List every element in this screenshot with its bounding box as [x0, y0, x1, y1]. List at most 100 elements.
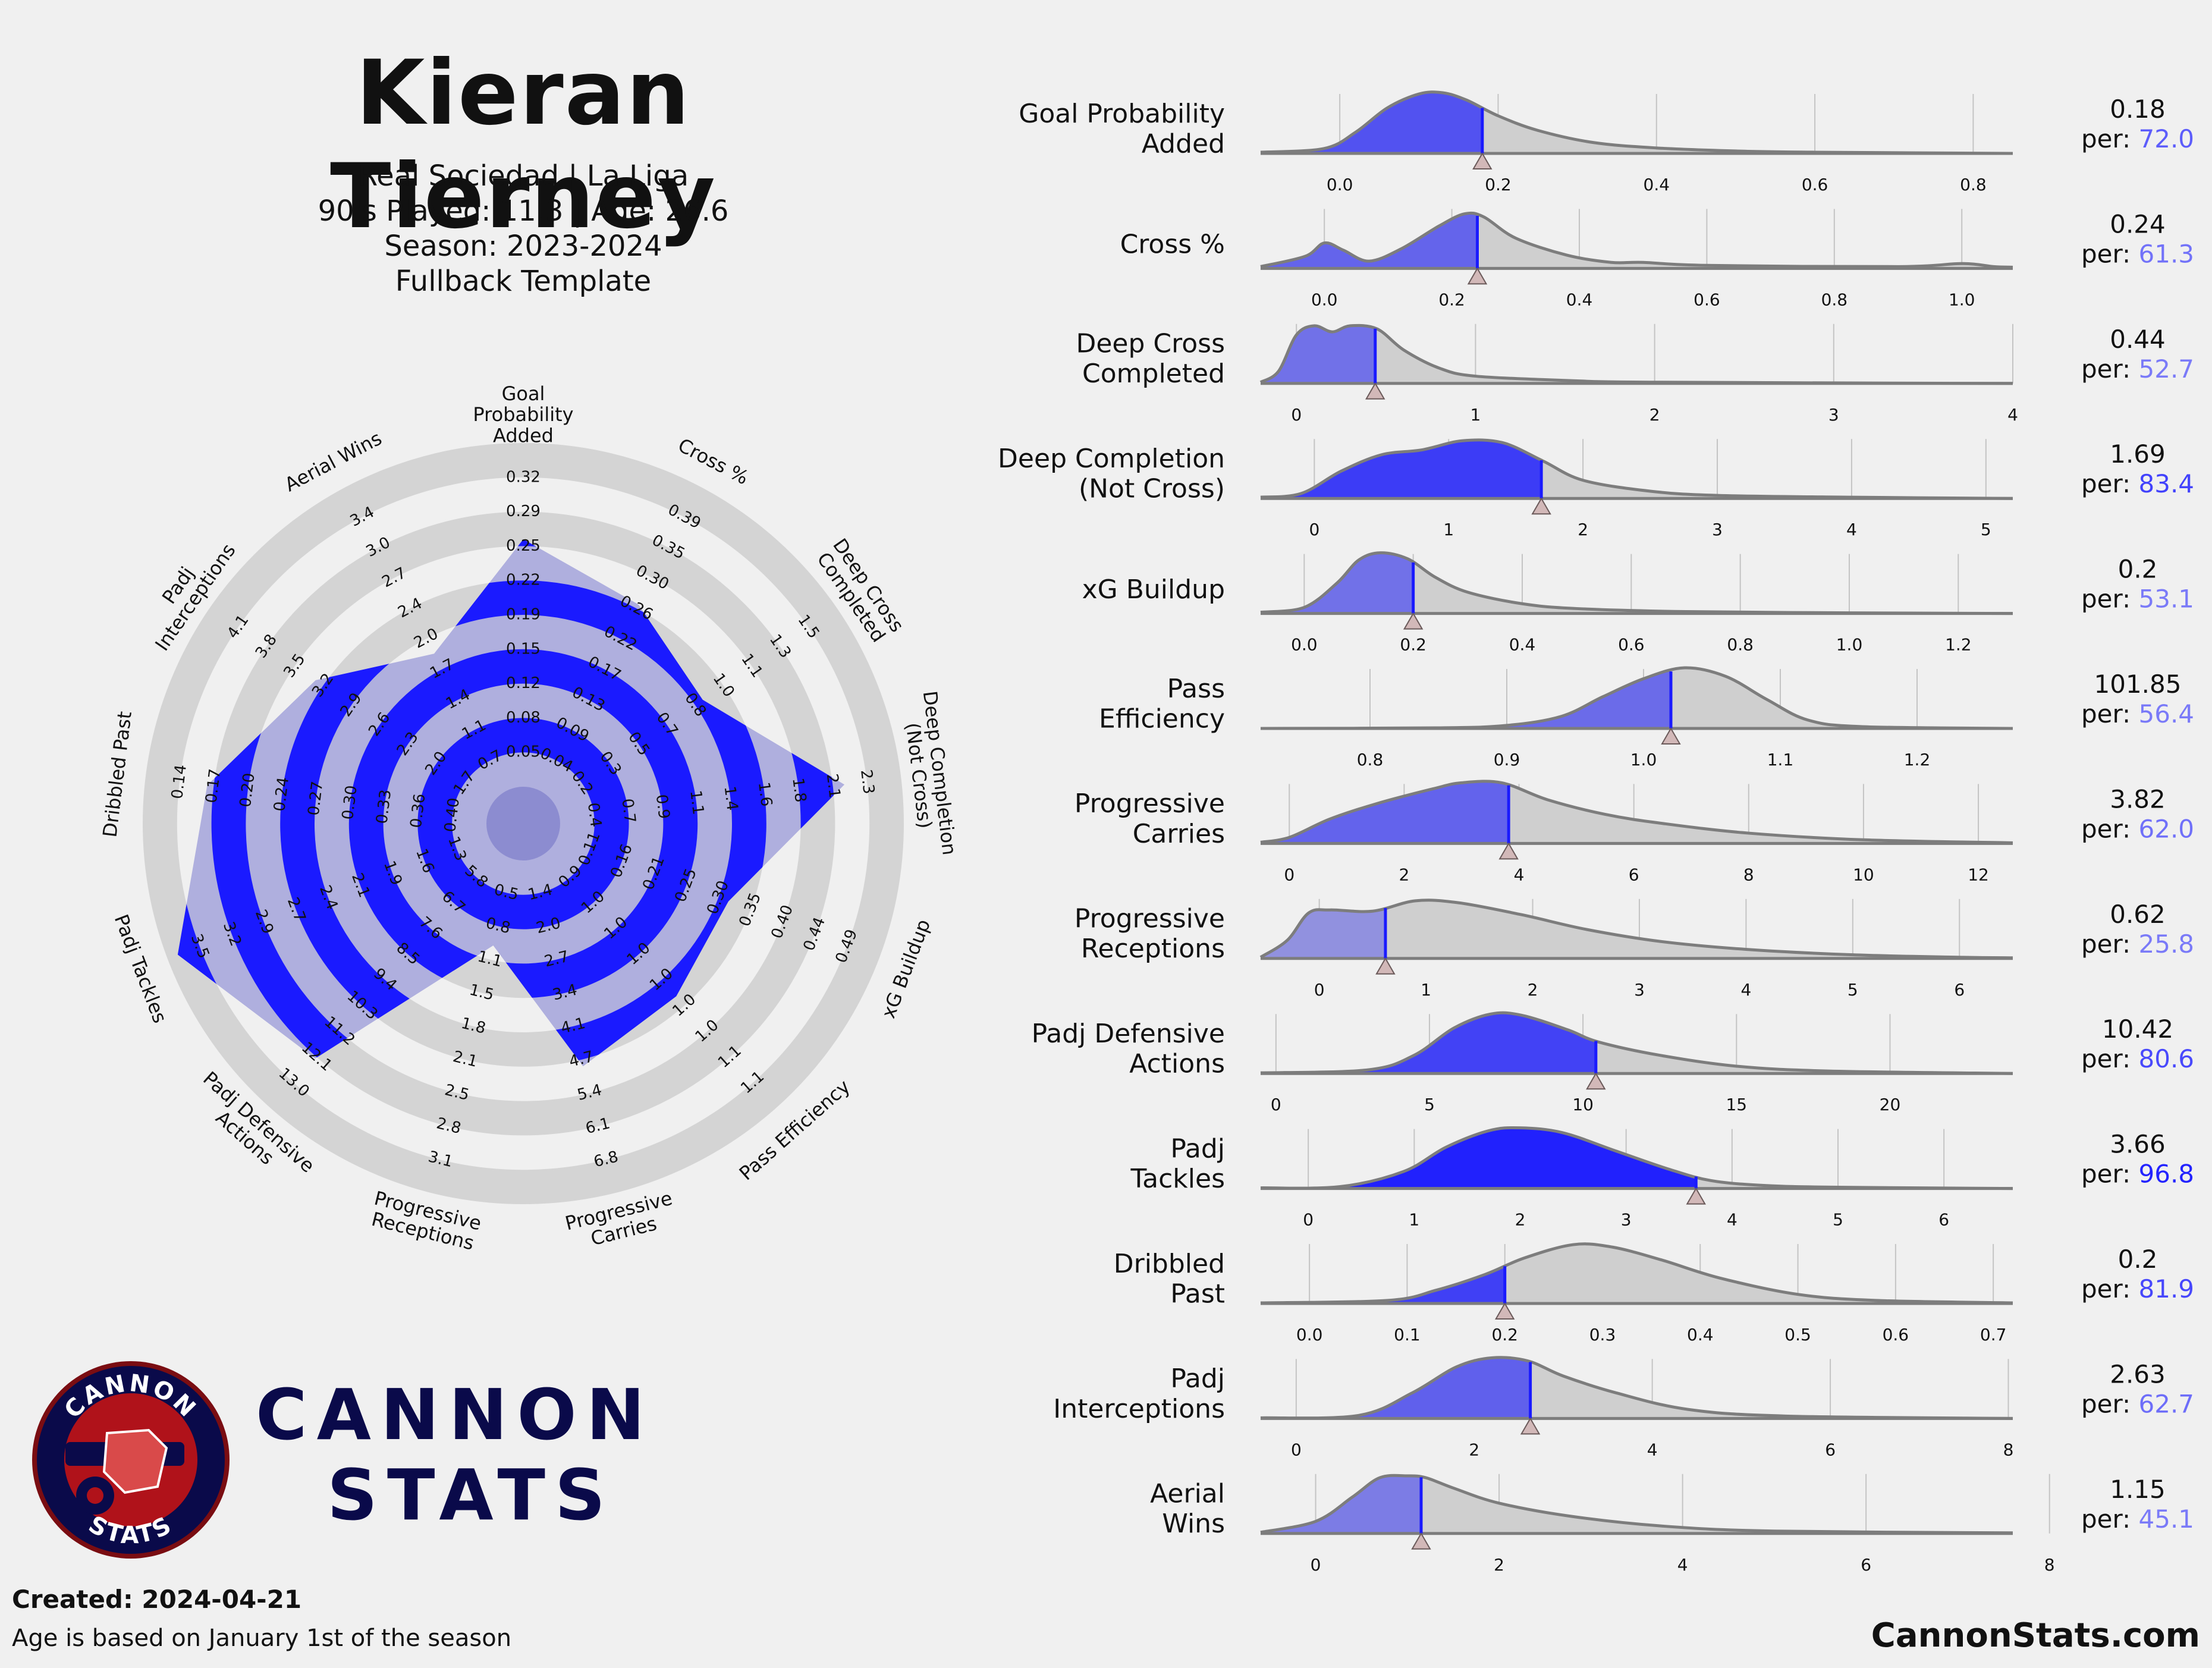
density-player-area [1261, 1475, 1421, 1534]
density-tick-label: 0.2 [1491, 1325, 1518, 1345]
density-percentile: per: 56.4 [2081, 699, 2194, 728]
brand-word-1: CANNON [256, 1374, 655, 1456]
density-tick-label: 0.8 [1727, 635, 1754, 655]
density-tick-label: 1.2 [1904, 750, 1931, 769]
radar-tick-label: 0.12 [506, 674, 541, 692]
density-tick-label: 1 [1421, 980, 1431, 1000]
density-player-area [1261, 670, 1671, 728]
density-tick-label: 10 [1572, 1095, 1594, 1114]
radar-tick-label: 0.20 [237, 772, 259, 808]
radar-tick-label: 0.9 [652, 793, 673, 820]
season: Season: 2023-2024 [384, 230, 662, 263]
radar-tick-label: 0.17 [203, 768, 225, 804]
density-tick-label: 0.9 [1494, 750, 1520, 769]
density-tick-label: 0.2 [1438, 290, 1465, 309]
density-curve [1260, 1242, 2013, 1305]
density-tick-label: 0 [1303, 1210, 1314, 1230]
density-tick-label: 5 [1424, 1095, 1435, 1114]
density-tick-label: 1.0 [1949, 290, 1975, 309]
density-player-area [1261, 325, 1375, 384]
density-row: 0.0 0.2 0.4 0.6 0.8 Goal Probability Added 0.18… [1019, 90, 2194, 194]
density-metric-name: Padj Interceptions [1053, 1364, 1225, 1424]
density-value: 0.44 [2110, 325, 2166, 354]
density-value: 0.62 [2110, 900, 2166, 929]
radar-tick-label: 1.1 [686, 789, 707, 816]
radar-tick-label: 0.4 [584, 802, 605, 828]
density-percentile: per: 72.0 [2081, 124, 2194, 153]
density-percentile: per: 52.7 [2081, 354, 2194, 384]
density-tick-label: 2 [1399, 865, 1409, 884]
density-row: 0 1 2 3 4 5 Deep Completion (Not Cross) 1.69per:… [998, 438, 2194, 539]
density-tick-label: 0 [1291, 405, 1302, 425]
density-area [1261, 1475, 2013, 1534]
density-tick-label: 6 [1861, 1555, 1871, 1575]
density-tick-label: 0 [1271, 1095, 1281, 1114]
density-tick-label: 4 [1514, 865, 1525, 884]
radar-tick-label: 0.7 [618, 797, 639, 824]
density-tick-label: 8 [2044, 1555, 2055, 1575]
radar-tick-label: 0.24 [271, 776, 293, 812]
density-player-area [1261, 552, 1413, 614]
age-note: Age is based on January 1st of the seaso… [12, 1625, 512, 1652]
created-date: Created: 2024-04-21 [12, 1585, 302, 1614]
density-tick-label: 2 [1578, 520, 1588, 539]
density-value: 0.2 [2118, 1245, 2158, 1274]
density-player-area [1261, 1127, 1696, 1189]
template-label: Fullback Template [395, 265, 652, 298]
radar-tick-label: 0.25 [506, 537, 541, 555]
radar-highlight-ring [348, 649, 698, 998]
density-metric-name: Goal Probability Added [1019, 99, 1225, 159]
value-marker-icon [1686, 1187, 1707, 1205]
density-tick-label: 4 [1846, 520, 1857, 539]
density-tick-label: 1 [1409, 1210, 1419, 1230]
density-metric-name: Cross % [1120, 230, 1225, 260]
density-tick-label: 0 [1284, 865, 1294, 884]
density-tick-label: 4 [1647, 1440, 1658, 1459]
density-tick-label: 0 [1291, 1440, 1302, 1459]
density-metric-name: xG Buildup [1082, 574, 1225, 605]
density-tick-label: 0.3 [1589, 1325, 1616, 1345]
density-tick-label: 0.0 [1296, 1325, 1323, 1345]
density-tick-label: 0.0 [1291, 635, 1318, 655]
density-tick-label: 0 [1314, 980, 1325, 1000]
density-tick-label: 0.8 [1960, 175, 1987, 194]
density-tick-label: 0 [1311, 1555, 1321, 1575]
density-tick-label: 6 [1938, 1210, 1949, 1230]
density-area [1261, 900, 2013, 959]
density-tick-label: 0.8 [1821, 290, 1848, 309]
density-tick-label: 0.2 [1400, 635, 1427, 655]
density-curve [1260, 780, 2013, 844]
value-marker-icon [1365, 382, 1385, 400]
density-percentile: per: 62.0 [2081, 814, 2194, 843]
value-marker-icon [1403, 612, 1424, 630]
radar-tick-label: 0.29 [506, 502, 541, 520]
density-percentile: per: 45.1 [2081, 1504, 2194, 1534]
density-tick-label: 4 [2007, 405, 2018, 425]
density-area [1261, 552, 2013, 614]
density-tick-label: 0.6 [1802, 175, 1828, 194]
radar-tick-label: 0.08 [506, 709, 541, 727]
density-tick-label: 0.1 [1394, 1325, 1421, 1345]
radar-tick-label: 0.15 [506, 640, 541, 658]
density-curve [1260, 211, 2013, 269]
radar-tick-label: 0.32 [506, 468, 541, 486]
density-tick-label: 0.0 [1311, 290, 1338, 309]
value-marker-icon [1411, 1532, 1431, 1550]
density-player-area [1261, 1266, 1505, 1303]
density-area [1261, 1357, 2013, 1419]
radar-tick-label: 0.22 [506, 571, 541, 589]
density-tick-label: 3 [1828, 405, 1839, 425]
density-percentile: per: 96.8 [2081, 1160, 2194, 1189]
radar-highlight-ring [417, 718, 629, 929]
density-tick-label: 6 [1825, 1440, 1836, 1459]
density-value: 1.15 [2110, 1475, 2166, 1504]
density-tick-label: 4 [1677, 1555, 1688, 1575]
value-marker-icon [1375, 957, 1396, 975]
